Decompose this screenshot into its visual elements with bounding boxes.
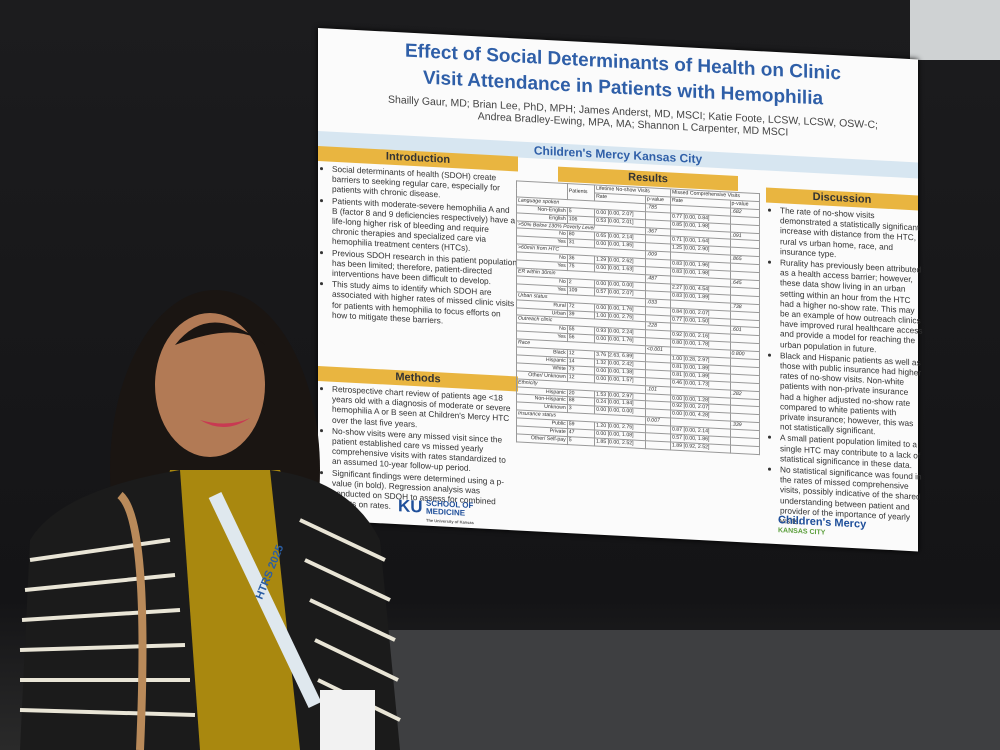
badge: [320, 690, 375, 750]
stripes: [19, 518, 401, 722]
floor: [380, 630, 1000, 750]
lips: [200, 418, 250, 428]
lanyard: [208, 491, 322, 709]
bag-strap: [117, 491, 147, 750]
hair: [175, 322, 265, 345]
face: [155, 313, 265, 457]
wall: [910, 0, 1000, 60]
